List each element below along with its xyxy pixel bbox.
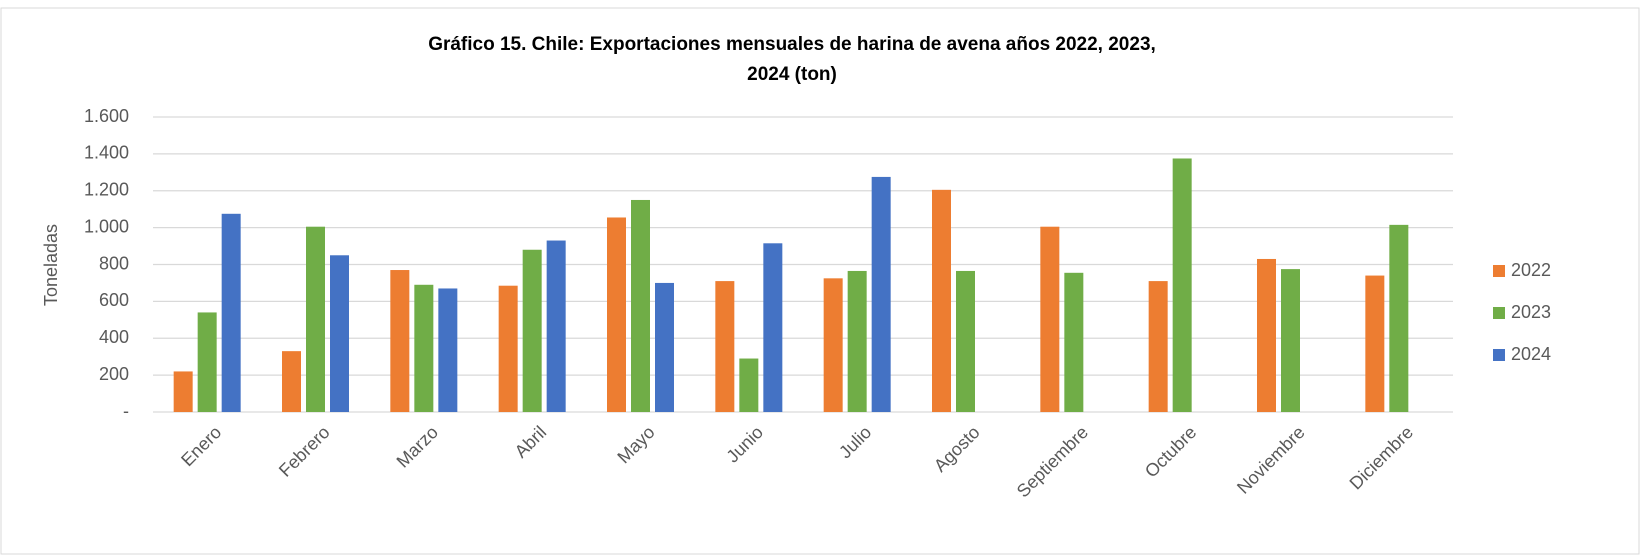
legend-swatch <box>1493 349 1505 361</box>
bar <box>1281 269 1300 412</box>
y-tick-label: 1.000 <box>84 216 129 236</box>
bar <box>522 249 542 412</box>
bar <box>1365 275 1385 412</box>
bar <box>1257 258 1276 412</box>
y-tick-label: 200 <box>99 364 129 384</box>
bar <box>282 351 301 412</box>
bar <box>390 270 410 412</box>
bar <box>306 226 325 412</box>
y-tick-label: 1.200 <box>84 180 129 200</box>
bar <box>715 281 735 412</box>
legend-swatch <box>1493 265 1505 277</box>
bar <box>1064 272 1084 412</box>
bar <box>631 199 650 412</box>
y-tick-label: - <box>123 401 129 421</box>
legend-label: 2023 <box>1511 302 1551 322</box>
bar <box>197 312 217 412</box>
bar <box>1172 158 1192 412</box>
bar <box>221 213 241 412</box>
legend-swatch <box>1493 307 1505 319</box>
bar <box>739 358 759 412</box>
chart-title: 2024 (ton) <box>747 64 837 85</box>
bar <box>847 270 867 412</box>
bar <box>546 240 566 412</box>
bar <box>932 189 951 412</box>
bar <box>173 371 193 412</box>
bar <box>823 278 843 412</box>
bar <box>438 288 458 412</box>
y-tick-label: 1.600 <box>84 106 129 126</box>
bar <box>763 243 783 412</box>
bar <box>1148 281 1168 412</box>
bar <box>498 285 518 412</box>
y-axis-label: Toneladas <box>41 224 61 306</box>
y-tick-label: 800 <box>99 253 129 273</box>
y-tick-label: 1.400 <box>84 143 129 163</box>
chart-title: Gráfico 15. Chile: Exportaciones mensual… <box>428 34 1156 55</box>
bar <box>330 255 349 412</box>
bar <box>607 217 626 412</box>
y-tick-label: 400 <box>99 327 129 347</box>
y-tick-label: 600 <box>99 290 129 310</box>
bar <box>956 270 975 412</box>
bar <box>1389 224 1409 412</box>
legend-label: 2024 <box>1511 344 1551 364</box>
bar <box>655 282 674 412</box>
bar <box>414 284 434 412</box>
legend-label: 2022 <box>1511 260 1551 280</box>
bar <box>871 176 891 412</box>
bar <box>1040 226 1060 412</box>
